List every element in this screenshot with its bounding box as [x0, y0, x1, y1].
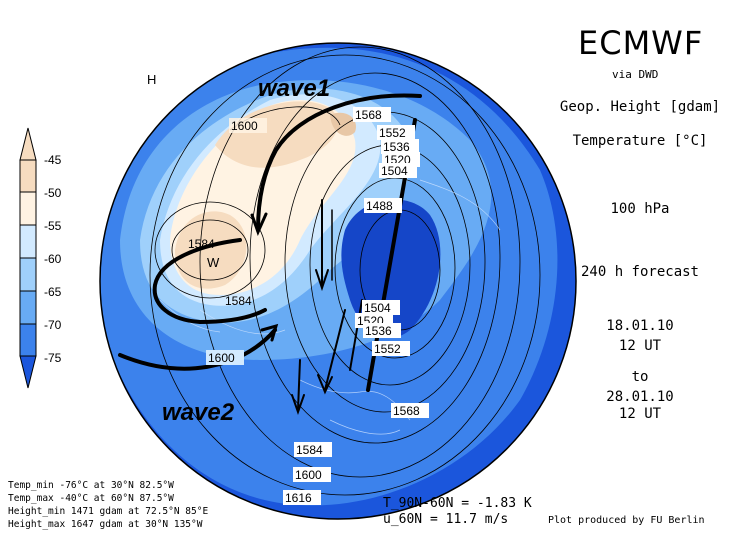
contour-label: 1584: [188, 237, 215, 251]
source-subtitle: via DWD: [612, 68, 659, 81]
stat-height-min: Height_min 1471 gdam at 72.5°N 85°E: [8, 506, 209, 517]
field-label-height: Geop. Height [gdam]: [559, 99, 721, 115]
mean-temperature: T_90N-60N = -1.83 K: [383, 496, 532, 511]
init-date: 18.01.10: [606, 318, 674, 334]
warm-marker: W: [207, 255, 220, 270]
contour-label: 1616: [285, 491, 312, 505]
colorbar-tick: -45: [44, 153, 62, 167]
high-marker: H: [147, 72, 156, 87]
colorbar-tick: -75: [44, 351, 62, 365]
contour-label: 1536: [383, 140, 410, 154]
stat-temp-max: Temp_max -40°C at 60°N 87.5°W: [8, 493, 174, 504]
valid-time: 12 UT: [618, 406, 662, 422]
wave1-label: wave1: [258, 75, 330, 102]
colorbar-tick: -60: [44, 252, 62, 266]
contour-label: 1584: [225, 294, 252, 308]
pressure-level: 100 hPa: [610, 201, 670, 217]
contour-label: 1536: [365, 324, 392, 338]
contour-labels: 1600 1568 1552 1536 1520 1504 1488 1584 …: [188, 107, 429, 505]
colorbar-tick: -55: [44, 219, 62, 233]
contour-label: 1488: [366, 199, 393, 213]
contour-label: 1568: [393, 404, 420, 418]
mean-wind: u_60N = 11.7 m/s: [383, 512, 509, 527]
colorbar-tick: -65: [44, 285, 62, 299]
colorbar: -45 -50 -55 -60 -65 -70 -75: [19, 127, 62, 389]
wave2-label: wave2: [162, 399, 235, 426]
colorbar-tick: -70: [44, 318, 62, 332]
contour-label: 1504: [381, 164, 408, 178]
contour-label: 1600: [295, 468, 322, 482]
contour-label: 1568: [355, 108, 382, 122]
stat-temp-min: Temp_min -76°C at 30°N 82.5°W: [8, 480, 174, 491]
init-time: 12 UT: [618, 338, 662, 354]
valid-date: 28.01.10: [606, 389, 674, 405]
wave-arrows: [118, 93, 422, 416]
credit-line: Plot produced by FU Berlin: [548, 515, 705, 526]
field-label-temperature: Temperature [°C]: [572, 133, 708, 149]
contour-label: 1600: [231, 119, 258, 133]
colorbar-tick: -50: [44, 186, 62, 200]
contour-label: 1504: [364, 301, 391, 315]
map-border: [99, 42, 577, 520]
to-label: to: [631, 369, 649, 385]
forecast-range: 240 h forecast: [580, 264, 699, 280]
contour-label: 1552: [374, 342, 401, 356]
temperature-field: [100, 43, 576, 519]
model-title: ECMWF: [578, 24, 704, 62]
contour-label: 1584: [296, 443, 323, 457]
contour-label: 1600: [208, 351, 235, 365]
stat-height-max: Height_max 1647 gdam at 30°N 135°W: [8, 519, 203, 530]
contour-label: 1552: [379, 126, 406, 140]
